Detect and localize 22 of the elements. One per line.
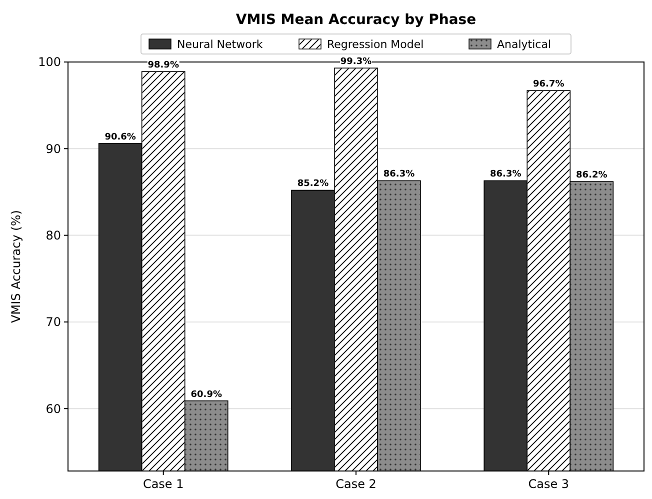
x-tick-label: Case 2 <box>336 477 376 491</box>
data-label: 98.9% <box>148 60 179 71</box>
legend-label: Analytical <box>497 38 552 51</box>
data-label: 99.3% <box>340 57 372 68</box>
data-label: 86.3% <box>383 170 415 180</box>
chart-title: VMIS Mean Accuracy by Phase <box>236 12 476 28</box>
legend-label: Regression Model <box>327 38 424 51</box>
y-tick-label: 70 <box>46 315 61 330</box>
x-tick-label: Case 1 <box>142 477 184 491</box>
y-tick-label: 90 <box>46 142 61 156</box>
data-label: 85.2% <box>297 179 329 190</box>
data-label: 86.3% <box>490 170 522 180</box>
x-tick-label: Case 3 <box>528 477 570 491</box>
data-label: 60.9% <box>190 390 222 400</box>
data-label: 90.6% <box>104 132 136 142</box>
y-axis-title: VMIS Accuracy (%) <box>9 210 23 323</box>
y-tick-label: 80 <box>46 228 61 243</box>
y-tick-label: 60 <box>46 402 61 416</box>
legend-label: Neural Network <box>177 38 264 51</box>
y-tick-label: 100 <box>38 55 61 70</box>
data-label: 86.2% <box>576 170 608 181</box>
data-label: 96.7% <box>533 80 564 90</box>
